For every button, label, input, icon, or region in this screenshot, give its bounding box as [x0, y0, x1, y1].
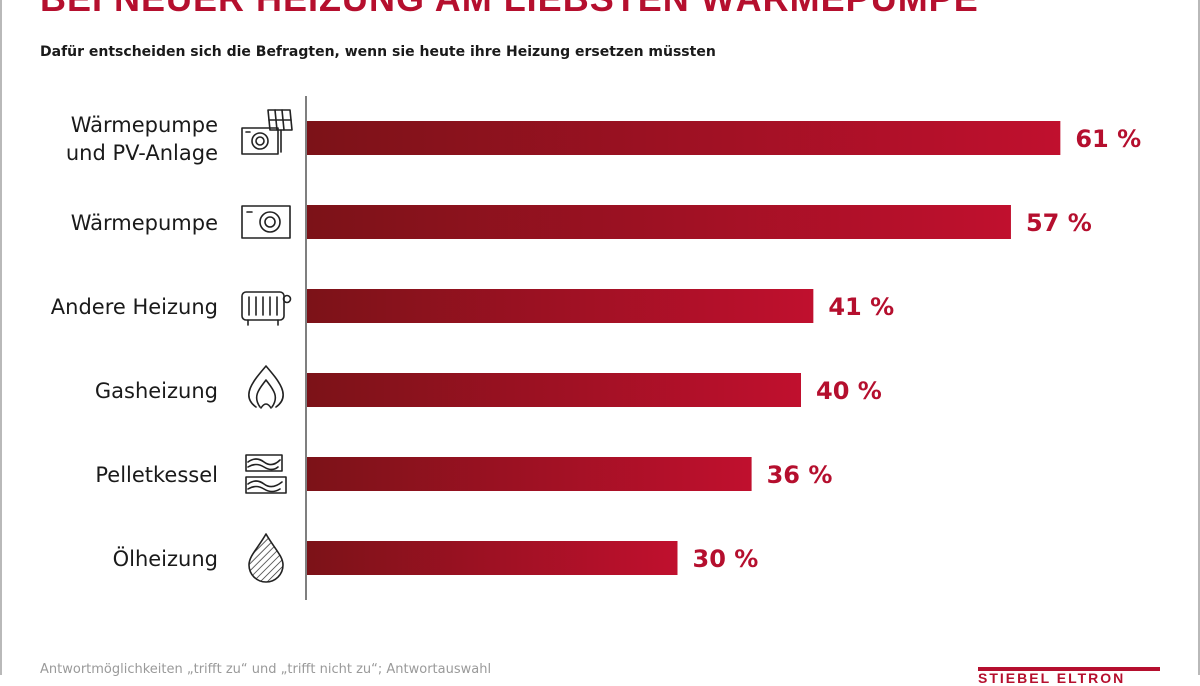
value-label: 30 % [693, 545, 759, 573]
category-label: Gasheizung [95, 379, 218, 403]
brand-logo-text: STIEBEL ELTRON [978, 670, 1126, 686]
bar [307, 373, 801, 407]
radiator-icon [241, 291, 292, 326]
value-label: 36 % [767, 461, 833, 489]
value-label: 41 % [828, 293, 894, 321]
frame-right-border [1198, 0, 1200, 675]
category-label: Wärmepumpe [71, 211, 218, 235]
bar [307, 457, 752, 491]
value-label: 61 % [1075, 125, 1141, 153]
bar [307, 541, 678, 575]
gas-flame-icon [248, 365, 284, 409]
heat-pump-icon [241, 205, 291, 239]
bar [307, 121, 1061, 155]
oil-drop-icon [248, 533, 284, 583]
category-label: Pelletkessel [95, 463, 218, 487]
category-label: Wärmepumpe und PV-Anlage [66, 113, 218, 165]
brand-bar [978, 667, 1160, 671]
frame-left-border [0, 0, 2, 675]
footnote: Antwortmöglichkeiten „trifft zu“ und „tr… [40, 662, 492, 677]
heat-pump-solar-icon [241, 109, 293, 155]
category-label: Ölheizung [113, 546, 218, 571]
category-label: Andere Heizung [51, 295, 218, 319]
bar [307, 205, 1011, 239]
chart-subtitle: Dafür entscheiden sich die Befragten, we… [40, 44, 716, 60]
value-label: 57 % [1026, 209, 1092, 237]
bar [307, 289, 814, 323]
value-label: 40 % [816, 377, 882, 405]
wood-pellet-icon [245, 454, 287, 494]
chart-title: BEI NEUER HEIZUNG AM LIEBSTEN WÄRMEPUMPE [40, 0, 979, 20]
